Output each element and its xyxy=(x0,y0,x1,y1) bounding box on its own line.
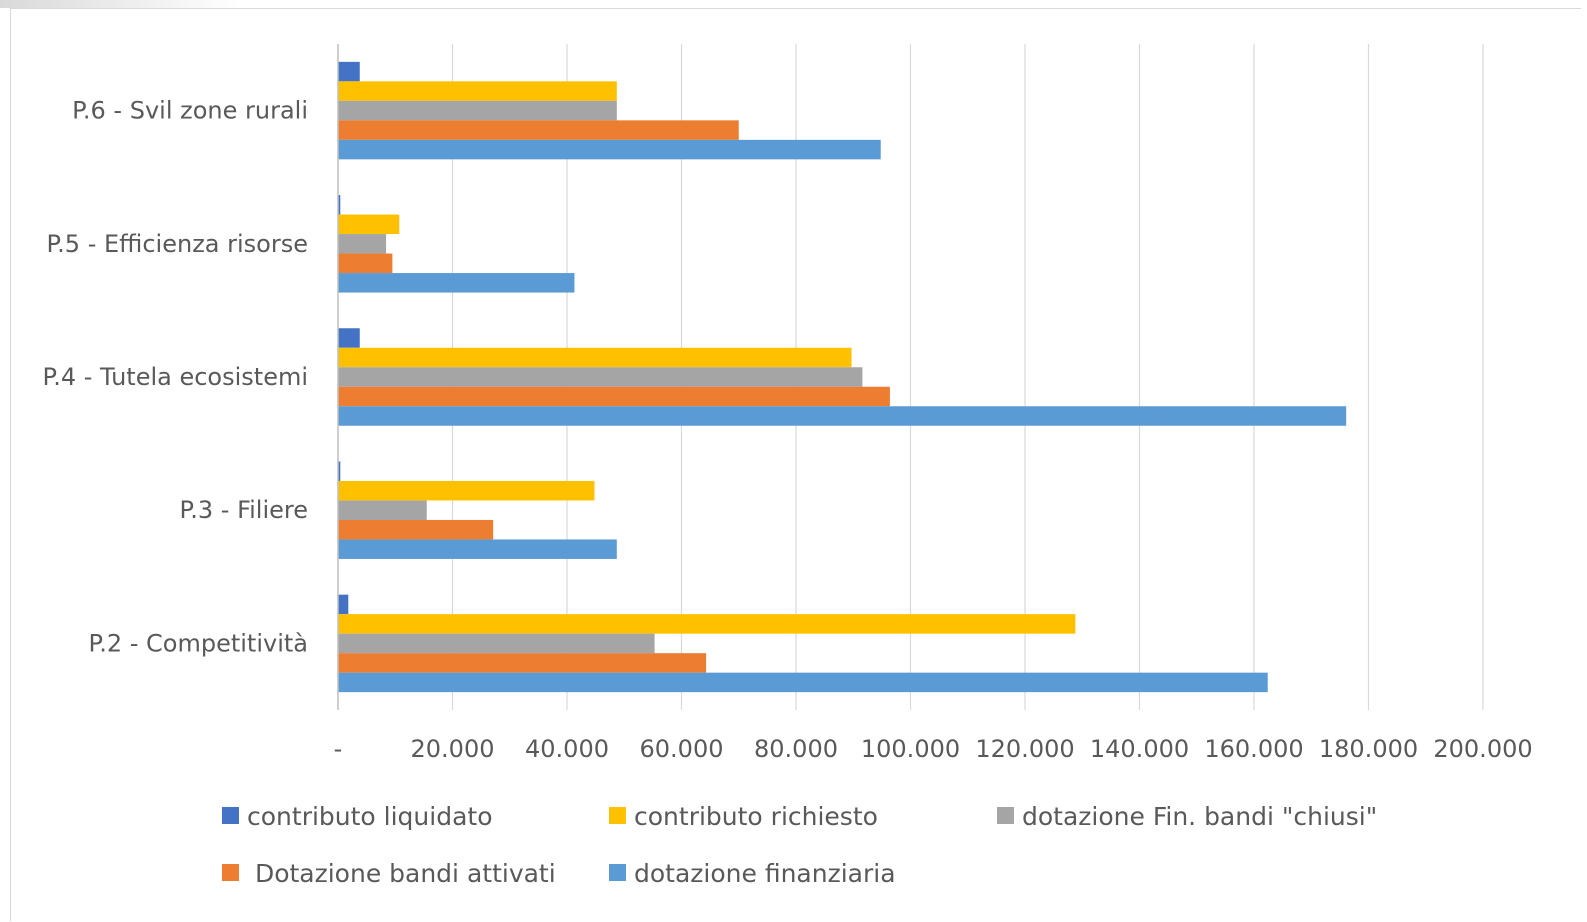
x-tick-label: 80.000 xyxy=(754,735,838,763)
y-category-label: P.4 - Tutela ecosistemi xyxy=(43,363,309,391)
legend-label: Dotazione bandi attivati xyxy=(247,859,556,888)
bar xyxy=(338,614,1076,634)
legend-swatch xyxy=(609,864,626,881)
bar xyxy=(338,120,739,140)
bar xyxy=(338,347,852,368)
y-category-label: P.2 - Competitività xyxy=(88,629,308,657)
x-tick-label: 20.000 xyxy=(411,735,495,763)
bar xyxy=(338,500,427,520)
x-tick-label: 140.000 xyxy=(1090,735,1189,763)
bar xyxy=(338,100,617,121)
bar xyxy=(338,234,387,254)
legend-swatch xyxy=(222,864,239,881)
x-tick-label: - xyxy=(334,735,343,763)
bar xyxy=(338,386,890,407)
bar xyxy=(338,461,341,481)
bar xyxy=(338,214,400,235)
bar xyxy=(338,81,617,101)
legend-swatch xyxy=(997,807,1014,824)
legend-label: contributo liquidato xyxy=(247,802,493,831)
bar xyxy=(338,633,655,654)
x-tick-label: 160.000 xyxy=(1204,735,1303,763)
x-tick-label: 100.000 xyxy=(861,735,960,763)
x-tick-label: 40.000 xyxy=(525,735,609,763)
bar xyxy=(338,672,1268,693)
window-edge-shade xyxy=(0,0,240,8)
bar xyxy=(338,139,881,160)
tick-labels: - 20.000 40.000 60.000 80.000 100.000 120.000 1… xyxy=(334,735,1533,763)
y-category-label: P.3 - Filiere xyxy=(180,496,308,524)
legend-swatch xyxy=(222,807,239,824)
y-category-label: P.5 - Efficienza risorse xyxy=(46,230,308,258)
x-tick-label: 180.000 xyxy=(1319,735,1418,763)
category-labels: P.2 - Competitività P.3 - Filiere P.4 - Tu… xyxy=(43,97,309,658)
legend-label: dotazione Fin. bandi "chiusi" xyxy=(1022,802,1377,831)
bar xyxy=(338,253,393,274)
y-category-label: P.6 - Svil zone rurali xyxy=(72,97,308,125)
bar xyxy=(338,594,349,615)
bars xyxy=(338,61,1347,693)
bar xyxy=(338,480,595,501)
legend: contributo liquidato contributo richiesto… xyxy=(222,802,1377,888)
bar xyxy=(338,406,1347,426)
bar xyxy=(338,539,617,559)
bar xyxy=(338,61,360,82)
bar xyxy=(338,367,863,387)
x-tick-label: 60.000 xyxy=(640,735,724,763)
bar xyxy=(338,519,494,540)
x-tick-label: 120.000 xyxy=(975,735,1074,763)
legend-label: contributo richiesto xyxy=(634,802,878,831)
bar xyxy=(338,653,707,673)
legend-label: dotazione finanziaria xyxy=(634,859,896,888)
legend-swatch xyxy=(609,807,626,824)
bar xyxy=(338,273,575,293)
x-tick-label: 200.000 xyxy=(1433,735,1532,763)
bar xyxy=(338,328,360,348)
bar xyxy=(338,195,341,215)
